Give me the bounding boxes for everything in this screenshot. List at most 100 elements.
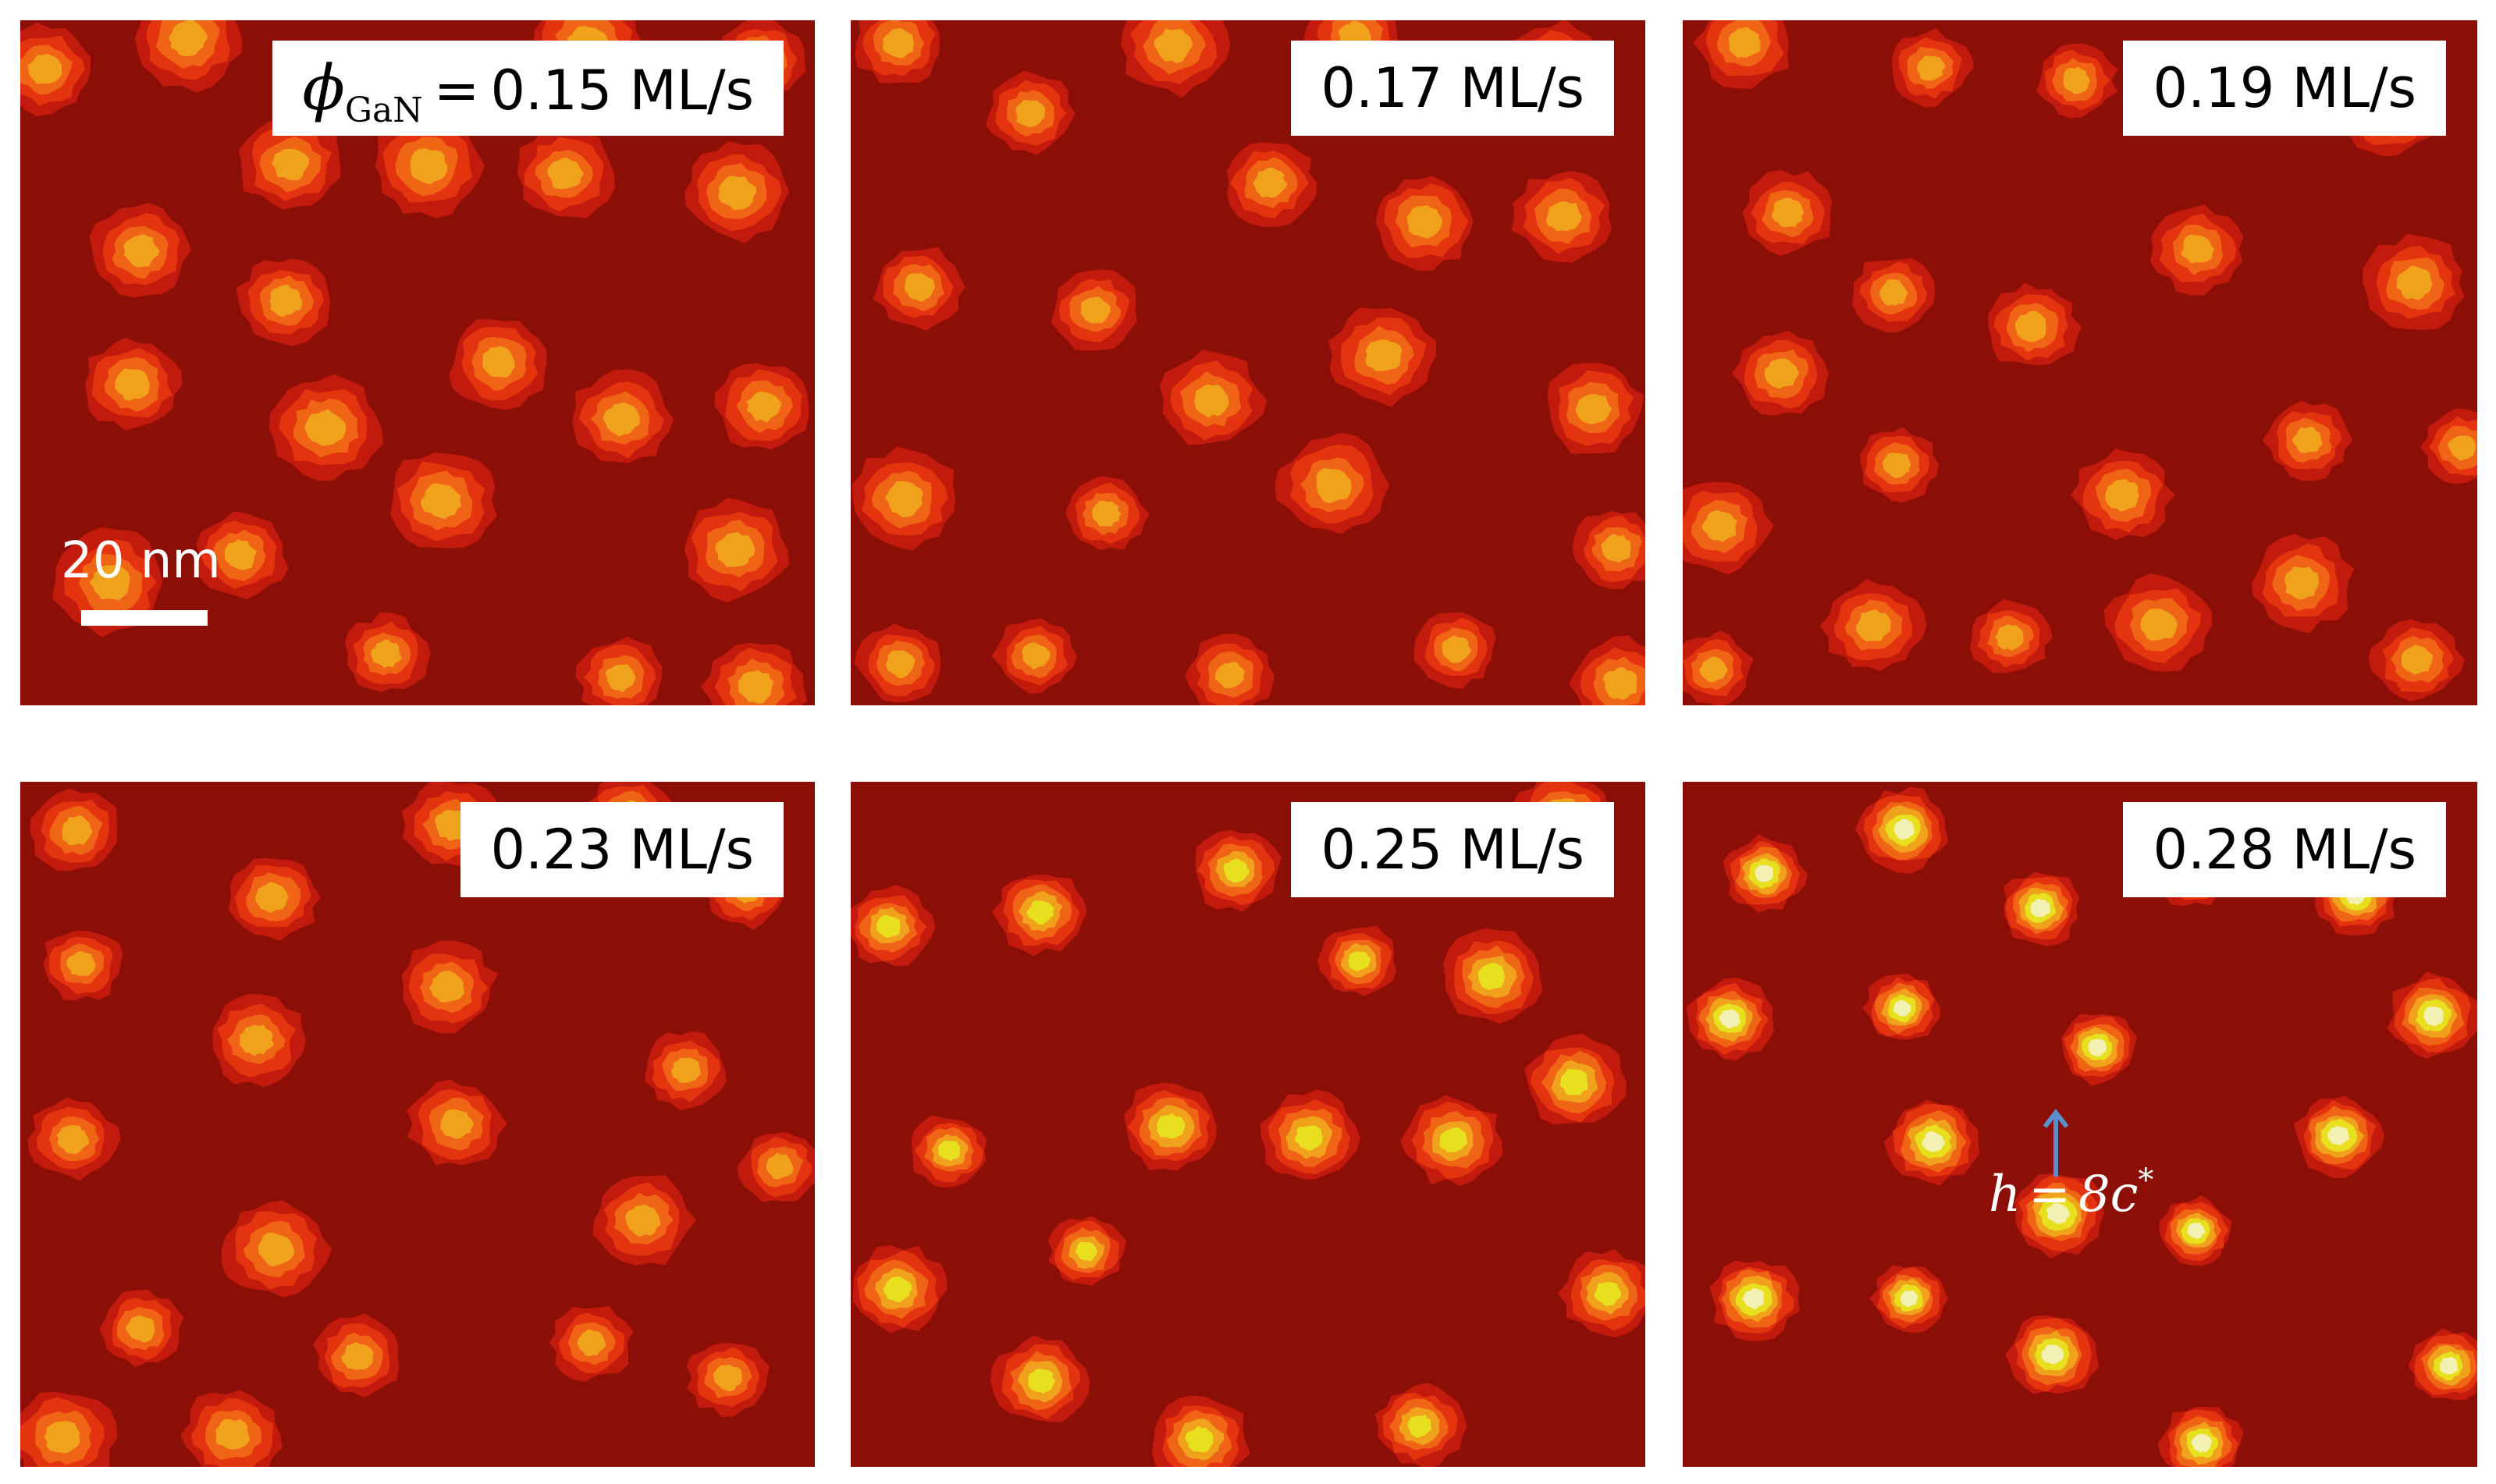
island-layer (89, 565, 130, 601)
island-layer (1406, 205, 1443, 239)
island-field-3 (1683, 20, 2477, 705)
island-layer (1772, 197, 1804, 228)
panel-label-5: 0.25 ML/s (1291, 802, 1614, 897)
island-layer (1028, 1368, 1056, 1393)
island-layer (2180, 234, 2215, 264)
island-layer (1602, 666, 1637, 701)
island-layer (1295, 1125, 1323, 1151)
island-layer (1917, 55, 1946, 81)
island-layer (715, 531, 756, 567)
island-layer (1922, 1131, 1945, 1152)
island-layer (1594, 1281, 1621, 1307)
height-annotation: h = 8c* (1989, 1163, 2154, 1223)
island-layer (1995, 624, 2024, 651)
island-layer (1365, 339, 1403, 371)
island-layer (1545, 201, 1582, 232)
island-layer (1075, 1241, 1098, 1262)
island-layer (876, 914, 901, 938)
island-layer (1699, 656, 1728, 683)
island-layer (1883, 453, 1911, 478)
island-layer (882, 28, 914, 59)
island-layer (2014, 311, 2046, 343)
island-layer (44, 1420, 80, 1454)
island-layer (1185, 1425, 1214, 1453)
island-layer (1601, 534, 1631, 563)
island-layer (114, 368, 150, 401)
island-layer (1015, 100, 1046, 127)
island-layer (428, 971, 465, 1003)
island-layer (577, 1329, 606, 1357)
island-layer (1194, 384, 1229, 418)
island-layer (1559, 1069, 1588, 1095)
island-layer (341, 1342, 374, 1370)
image-panel-1: ϕGaN = 0.15 ML/s 20 nm (20, 20, 815, 705)
island-layer (738, 670, 774, 704)
island-layer (258, 1232, 295, 1267)
island-layer (746, 391, 781, 423)
island-layer (1438, 1127, 1468, 1152)
island-layer (224, 539, 258, 570)
panel-label-1: ϕGaN = 0.15 ML/s (272, 41, 784, 136)
island-layer (239, 1024, 275, 1056)
island-layer (603, 402, 640, 437)
island-layer (2191, 1433, 2212, 1453)
island-layer (1755, 864, 1774, 882)
island-layer (2187, 1223, 2206, 1240)
island-field-5 (851, 782, 1645, 1467)
panel-label-3: 0.19 ML/s (2123, 41, 2446, 136)
island-layer (670, 1057, 701, 1083)
island-layer (2401, 644, 2434, 675)
island-layer (938, 1141, 961, 1162)
island-layer (1407, 1415, 1432, 1438)
island-layer (2292, 426, 2323, 453)
island-layer (1223, 858, 1250, 883)
island-field-2 (852, 20, 1645, 705)
island-layer (27, 53, 62, 85)
island-layer (625, 1204, 661, 1237)
island-layer (1575, 394, 1612, 424)
island-layer (2284, 566, 2320, 600)
island-layer (126, 1315, 155, 1343)
island-layer (1442, 635, 1471, 663)
island-layer (1080, 296, 1111, 324)
island-layer (1879, 279, 1908, 306)
island-layer (2140, 609, 2178, 641)
island-layer (1701, 510, 1737, 542)
island-layer (2063, 66, 2091, 94)
island-layer (371, 640, 402, 668)
island-layer (2088, 1038, 2107, 1056)
island-layer (1893, 999, 1911, 1017)
island-layer (440, 1109, 475, 1139)
island-layer (1157, 1113, 1186, 1139)
scalebar (81, 610, 208, 626)
island-layer (605, 664, 636, 693)
island-layer (2046, 1202, 2070, 1224)
scalebar-label: 20 nm (61, 532, 221, 590)
image-panel-4: 0.23 ML/s (20, 782, 815, 1467)
island-layer (1026, 900, 1054, 925)
arrow-up-icon (2043, 1109, 2069, 1177)
island-layer (884, 481, 923, 517)
island-layer (272, 148, 310, 181)
island-layer (2030, 898, 2051, 918)
island-layer (1477, 962, 1506, 991)
island-layer (304, 409, 347, 446)
island-layer (1719, 1009, 1741, 1029)
island-layer (2423, 1006, 2444, 1027)
island-layer (66, 950, 96, 977)
island-layer (1214, 662, 1246, 689)
island-layer (1728, 27, 1761, 58)
island-layer (1856, 609, 1891, 641)
island-field-6 (1686, 786, 2477, 1467)
image-panel-2: 0.17 ML/s (851, 20, 1645, 705)
island-layer (2439, 1357, 2459, 1375)
island-layer (1900, 1290, 1918, 1308)
island-layer (1253, 167, 1287, 198)
island-layer (56, 1125, 89, 1155)
island-layer (1154, 28, 1193, 63)
island-layer (62, 815, 93, 846)
island-field-4 (20, 782, 815, 1467)
island-layer (2448, 435, 2476, 461)
island-layer (2105, 478, 2139, 512)
island-layer (255, 882, 289, 914)
